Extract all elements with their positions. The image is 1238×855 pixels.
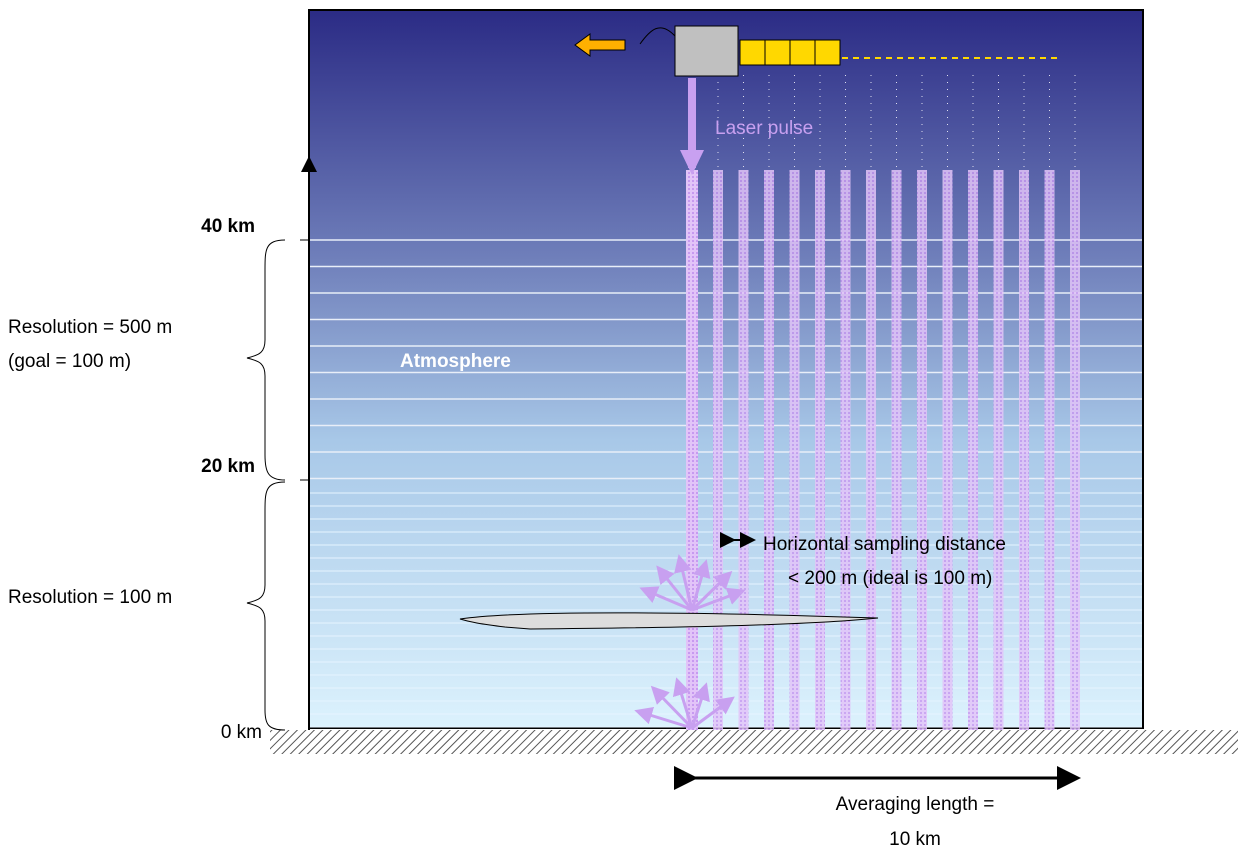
satellite-body [674, 25, 739, 77]
averaging-label: 10 km [889, 829, 941, 850]
backscatter-arrow [634, 706, 693, 730]
laser-column [686, 170, 698, 730]
atmosphere-box [308, 9, 1144, 729]
backscatter-arrow [674, 554, 694, 611]
backscatter-arrow [639, 586, 693, 612]
solar-panel [739, 39, 841, 66]
sample-column [993, 170, 1004, 730]
sample-column [738, 170, 749, 730]
sample-column [1019, 170, 1029, 730]
sample-column [968, 170, 978, 730]
altitude-label: 20 km [201, 456, 255, 477]
flight-direction [574, 33, 626, 57]
sample-column [942, 170, 953, 730]
averaging-label: Averaging length = [836, 794, 995, 815]
sample-column [1070, 170, 1080, 730]
cable [639, 27, 676, 45]
sample-column [866, 170, 876, 730]
laser-beam [688, 78, 696, 168]
sample-column [815, 170, 825, 730]
brace [246, 239, 286, 481]
sample-column [840, 170, 851, 730]
sample-column [917, 170, 927, 730]
sample-column [789, 170, 800, 730]
sampling-label: < 200 m (ideal is 100 m) [788, 568, 992, 589]
backscatter-arrow [650, 685, 694, 730]
backscatter-arrow [656, 565, 694, 611]
scatter [634, 554, 746, 730]
altitude-label: 0 km [221, 722, 262, 743]
ground [270, 730, 1238, 754]
resolution-label: (goal = 100 m) [8, 351, 131, 372]
backscatter-arrow [691, 587, 746, 612]
backscatter-arrow [690, 559, 711, 611]
brace [246, 481, 286, 731]
backscatter-arrow [690, 682, 710, 729]
sample-column [891, 170, 902, 730]
sample-column [764, 170, 774, 730]
resolution-label: Resolution = 500 m [8, 317, 172, 338]
altitude-label: 40 km [201, 216, 255, 237]
beams [686, 75, 1080, 730]
sample-column [713, 170, 723, 730]
sample-column [1044, 170, 1055, 730]
resolution-label: Resolution = 100 m [8, 587, 172, 608]
cloud [459, 612, 879, 630]
sampling-label: Horizontal sampling distance [763, 534, 1006, 555]
laser-head [680, 150, 704, 175]
backscatter-arrow [690, 570, 733, 612]
backscatter-arrow [691, 696, 735, 730]
atmosphere-label: Atmosphere [400, 351, 511, 372]
laser-label: Laser pulse [715, 118, 813, 139]
backscatter-arrow [672, 677, 694, 729]
